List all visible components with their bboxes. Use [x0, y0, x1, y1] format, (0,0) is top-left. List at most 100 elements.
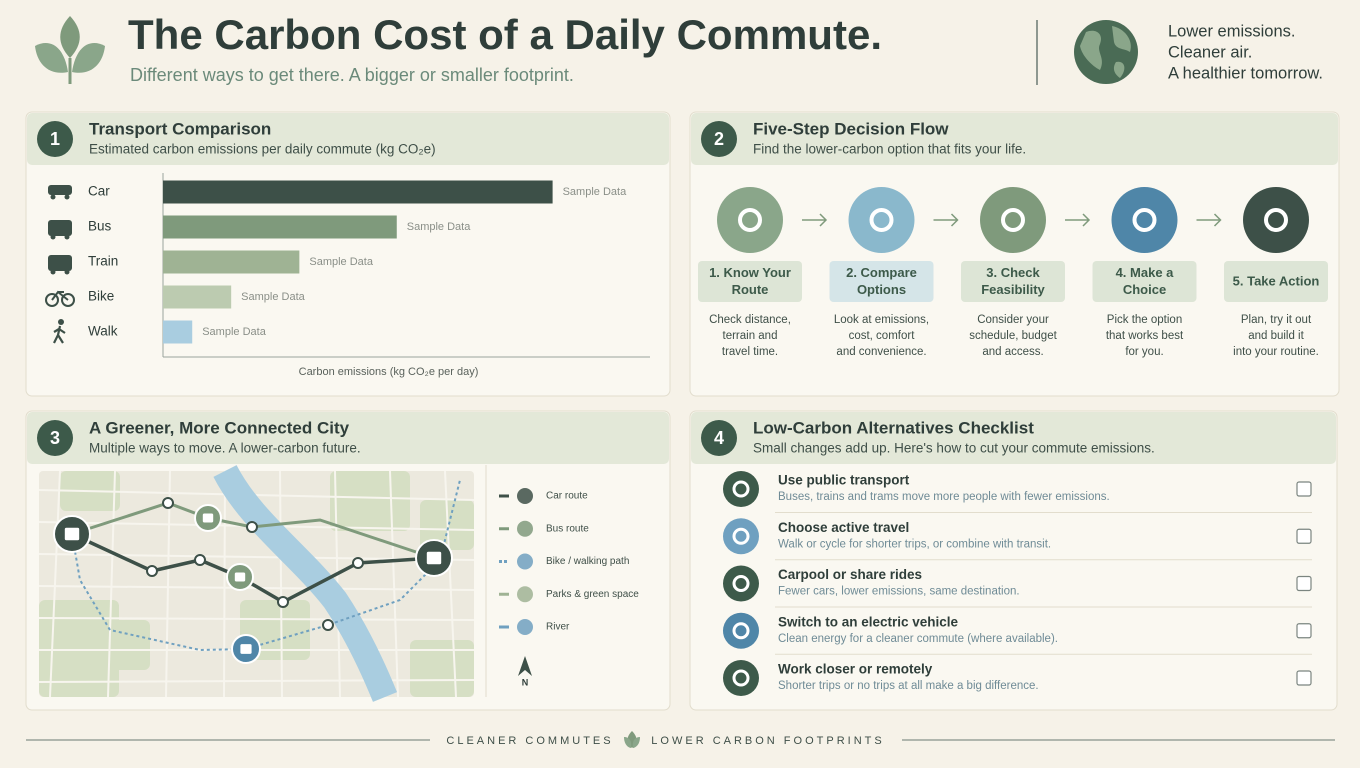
- map-marker-glyph: [64, 527, 80, 541]
- step-icon: [717, 187, 783, 253]
- panel-body: [689, 111, 1340, 397]
- step-icon-glyph: [738, 208, 762, 232]
- park: [90, 620, 150, 670]
- footer-leaf: [624, 737, 632, 748]
- item-description: Fewer cars, lower emissions, same destin…: [778, 586, 1020, 598]
- item-title: Carpool or share rides: [778, 567, 922, 582]
- stop: [162, 497, 174, 509]
- bar-chart: Car Sample Data Bus Sample Data Train Sample …: [45, 173, 650, 378]
- panel-title: Five-Step Decision Flow: [753, 119, 949, 138]
- panel-title: A Greener, More Connected City: [89, 418, 350, 437]
- step-label: Options: [857, 282, 906, 297]
- icon-body: [48, 220, 72, 236]
- stop: [146, 565, 158, 577]
- panel-number: 4: [714, 428, 724, 448]
- bar: [163, 250, 300, 274]
- step-description: for you.: [1125, 346, 1163, 358]
- item-icon: [723, 660, 759, 696]
- checkbox[interactable]: [1296, 575, 1312, 592]
- stop: [194, 554, 206, 566]
- park: [330, 471, 410, 531]
- park: [410, 640, 474, 697]
- panel-number: 2: [714, 129, 724, 149]
- step-label-box: [1224, 261, 1328, 302]
- road: [107, 470, 116, 698]
- step-description: and convenience.: [836, 346, 926, 358]
- step-description: Pick the option: [1107, 314, 1182, 326]
- category-label: Car: [88, 184, 110, 199]
- checkbox[interactable]: [1296, 670, 1312, 686]
- checkbox[interactable]: [1296, 623, 1312, 639]
- item-title: Switch to an electric vehicle: [778, 614, 959, 629]
- panel: 1 Transport Comparison Estimated carbon em…: [25, 111, 671, 397]
- river: [213, 464, 398, 702]
- icon-body: [53, 325, 66, 344]
- step-label: Route: [732, 282, 769, 297]
- panel-subtitle: Small changes add up. Here's how to cut …: [753, 441, 1155, 456]
- step-description: Consider your: [977, 314, 1049, 326]
- road: [38, 679, 475, 683]
- transport-icon: [53, 319, 66, 344]
- panel-subtitle: Estimated carbon emissions per daily com…: [89, 142, 436, 157]
- icon-wheel: [64, 194, 70, 200]
- step-icon-glyph: [1132, 208, 1157, 232]
- leaf: [35, 43, 68, 73]
- category-label: Walk: [88, 324, 118, 339]
- bus-route: [71, 501, 435, 560]
- icon-wheel: [64, 234, 70, 240]
- icon-frame: [51, 290, 69, 301]
- tagline: A healthier tomorrow.: [1168, 64, 1323, 82]
- road: [38, 617, 475, 621]
- step-arrow: [802, 213, 828, 227]
- transport-icon: [48, 255, 72, 275]
- item-icon: [723, 612, 759, 649]
- city-map: Car route Bus route Bike / walking path Par…: [38, 464, 639, 702]
- map-marker-glyph: [426, 551, 442, 565]
- item-icon: [723, 518, 759, 555]
- value-label: Sample Data: [407, 221, 471, 233]
- x-axis-title: Carbon emissions (kg CO₂e per day): [299, 366, 479, 378]
- panel-number-badge: [701, 121, 737, 157]
- item-title: Use public transport: [778, 473, 910, 488]
- land: [1112, 26, 1131, 52]
- checklist: Use public transport Buses, trains and tr…: [723, 471, 1312, 696]
- panel-number-badge: [701, 420, 737, 456]
- step-description: and build it: [1248, 330, 1304, 342]
- icon-wheel: [61, 293, 75, 307]
- north-label: N: [522, 677, 529, 687]
- stop: [246, 521, 258, 533]
- panel-header: [691, 113, 1338, 165]
- step-icon-glyph: [869, 208, 894, 232]
- item-title: Choose active travel: [778, 520, 909, 535]
- bar: [163, 320, 193, 344]
- panel-header: [691, 412, 1336, 464]
- item-icon-glyph: [732, 480, 750, 498]
- checkbox[interactable]: [1296, 528, 1312, 544]
- step-icon: [848, 187, 915, 253]
- road: [444, 470, 457, 698]
- footer-leaf: [632, 737, 640, 748]
- bar: [163, 215, 397, 239]
- panel-title: Low-Carbon Alternatives Checklist: [753, 418, 1034, 437]
- road: [49, 470, 61, 698]
- panel-number: 3: [50, 428, 60, 448]
- panel-number-badge: [37, 121, 73, 157]
- step-icon: [1243, 187, 1309, 253]
- item-description: Clean energy for a cleaner commute (wher…: [778, 633, 1058, 645]
- step-description: terrain and: [723, 330, 778, 342]
- panel: 4 Low-Carbon Alternatives Checklist Small …: [689, 410, 1338, 711]
- step-arrow: [1196, 213, 1222, 227]
- legend-label: River: [546, 622, 570, 633]
- map-marker-glyph: [240, 644, 252, 654]
- icon-wheel: [50, 234, 56, 240]
- checkbox[interactable]: [1296, 481, 1312, 497]
- panel-number: 1: [50, 129, 60, 149]
- step-label: 4. Make a: [1116, 265, 1175, 280]
- step-description: cost, comfort: [849, 330, 916, 342]
- step-description: into your routine.: [1233, 346, 1319, 358]
- stop: [352, 557, 364, 569]
- item-description: Walk or cycle for shorter trips, or comb…: [778, 538, 1051, 550]
- step-icon-glyph: [1264, 208, 1288, 232]
- transport-icon: [48, 220, 72, 240]
